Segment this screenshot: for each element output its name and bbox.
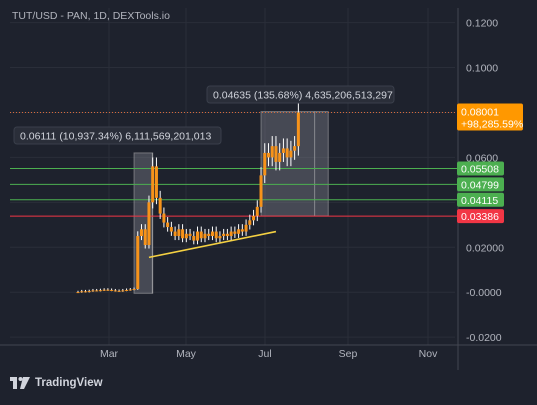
candle-body bbox=[76, 292, 80, 294]
candle-body bbox=[113, 290, 117, 292]
candle-body bbox=[83, 291, 87, 293]
x-tick-label: Nov bbox=[419, 348, 438, 360]
y-tick-label: 0.0600 bbox=[466, 152, 498, 164]
y-tick-label: -0.0200 bbox=[466, 332, 502, 344]
tradingview-logo-icon bbox=[10, 377, 30, 389]
candle-body bbox=[229, 231, 233, 237]
candle-body bbox=[136, 236, 140, 290]
candle-body bbox=[248, 220, 252, 225]
candle-body bbox=[80, 291, 84, 293]
candle-body bbox=[169, 227, 173, 232]
candle-body bbox=[139, 229, 143, 237]
measure-label-bg bbox=[13, 126, 222, 145]
price-tag bbox=[457, 209, 504, 224]
candle-body bbox=[173, 231, 177, 237]
candle-body bbox=[199, 231, 203, 239]
x-tick-label: Jul bbox=[258, 348, 271, 360]
candle-body bbox=[233, 231, 237, 234]
symbol-title: TUT/USD - PAN, 1D, DEXTools.io bbox=[12, 10, 170, 22]
candle-body bbox=[255, 206, 259, 216]
measure-label-bg bbox=[206, 85, 395, 104]
candle-body bbox=[289, 150, 293, 158]
price-tag-label: 0.04799 bbox=[461, 179, 499, 191]
candle-body bbox=[177, 229, 181, 237]
candle-body bbox=[184, 233, 188, 239]
last-price-change: +98,285.59% bbox=[461, 118, 523, 130]
tradingview-label: TradingView bbox=[35, 377, 103, 389]
candle-body bbox=[166, 222, 170, 228]
y-tick-label: -0.0000 bbox=[466, 287, 502, 299]
candle-body bbox=[158, 197, 162, 214]
candle-body bbox=[87, 291, 91, 293]
y-tick-label: 0.1200 bbox=[466, 18, 498, 30]
candle-body bbox=[222, 233, 226, 237]
candle-body bbox=[128, 289, 132, 291]
x-tick-label: Sep bbox=[339, 348, 358, 360]
candle-body bbox=[285, 148, 289, 158]
candle-body bbox=[121, 290, 125, 292]
x-tick-label: May bbox=[176, 348, 197, 360]
tradingview-branding[interactable]: TradingView bbox=[10, 377, 103, 389]
candle-body bbox=[293, 146, 297, 151]
candle-body bbox=[225, 233, 229, 237]
candle-body bbox=[270, 146, 274, 158]
candle-body bbox=[214, 231, 218, 239]
candle-body bbox=[98, 290, 102, 292]
candle-body bbox=[143, 229, 147, 246]
price-tag bbox=[457, 161, 504, 176]
candle-body bbox=[259, 175, 263, 207]
x-tick-label: Mar bbox=[100, 348, 119, 360]
candle-body bbox=[207, 233, 211, 237]
price-tag bbox=[457, 192, 504, 207]
candle-body bbox=[151, 166, 155, 203]
candle-body bbox=[218, 236, 222, 239]
candle-body bbox=[154, 166, 158, 198]
candle-body bbox=[274, 146, 278, 162]
candle-body bbox=[162, 213, 166, 223]
candle-body bbox=[125, 289, 129, 291]
price-tag-label: 0.03386 bbox=[461, 211, 499, 223]
candle-body bbox=[237, 229, 241, 234]
candle-body bbox=[210, 231, 214, 237]
price-tag bbox=[457, 177, 504, 192]
candle-body bbox=[278, 152, 282, 162]
candle-body bbox=[181, 229, 185, 239]
y-tick-label: 0.02000 bbox=[466, 242, 504, 254]
price-tag-label: 0.04115 bbox=[461, 195, 498, 207]
candle-body bbox=[117, 290, 121, 292]
y-tick-label: 0.1000 bbox=[466, 63, 498, 75]
candle-body bbox=[240, 229, 244, 232]
candle-body bbox=[188, 233, 192, 237]
measure-box bbox=[260, 111, 329, 217]
candle-body bbox=[244, 224, 248, 232]
candle-body bbox=[147, 202, 151, 246]
candle-body bbox=[106, 289, 110, 291]
measure-label-text: 0.06111 (10,937.34%) 6,111,569,201,013 bbox=[20, 131, 211, 143]
candle-body bbox=[281, 148, 285, 153]
candle-body bbox=[266, 152, 270, 158]
candle-body bbox=[296, 112, 300, 147]
last-price-value: 0.08001 bbox=[461, 106, 499, 118]
candle-body bbox=[252, 215, 256, 221]
price-tag-label: 0.05508 bbox=[461, 163, 499, 175]
candle-body bbox=[263, 152, 267, 176]
candle-body bbox=[196, 231, 200, 241]
last-price-tag bbox=[457, 103, 523, 131]
candle-body bbox=[91, 290, 95, 292]
candle-body bbox=[192, 236, 196, 241]
trendline bbox=[148, 230, 277, 259]
candle-body bbox=[102, 289, 106, 291]
candle-body bbox=[95, 290, 99, 292]
candle-body bbox=[203, 233, 207, 239]
measure-label-text: 0.04635 (135.68%) 4,635,206,513,297 bbox=[213, 90, 393, 102]
candle-body bbox=[132, 289, 136, 291]
candle-body bbox=[110, 289, 114, 291]
